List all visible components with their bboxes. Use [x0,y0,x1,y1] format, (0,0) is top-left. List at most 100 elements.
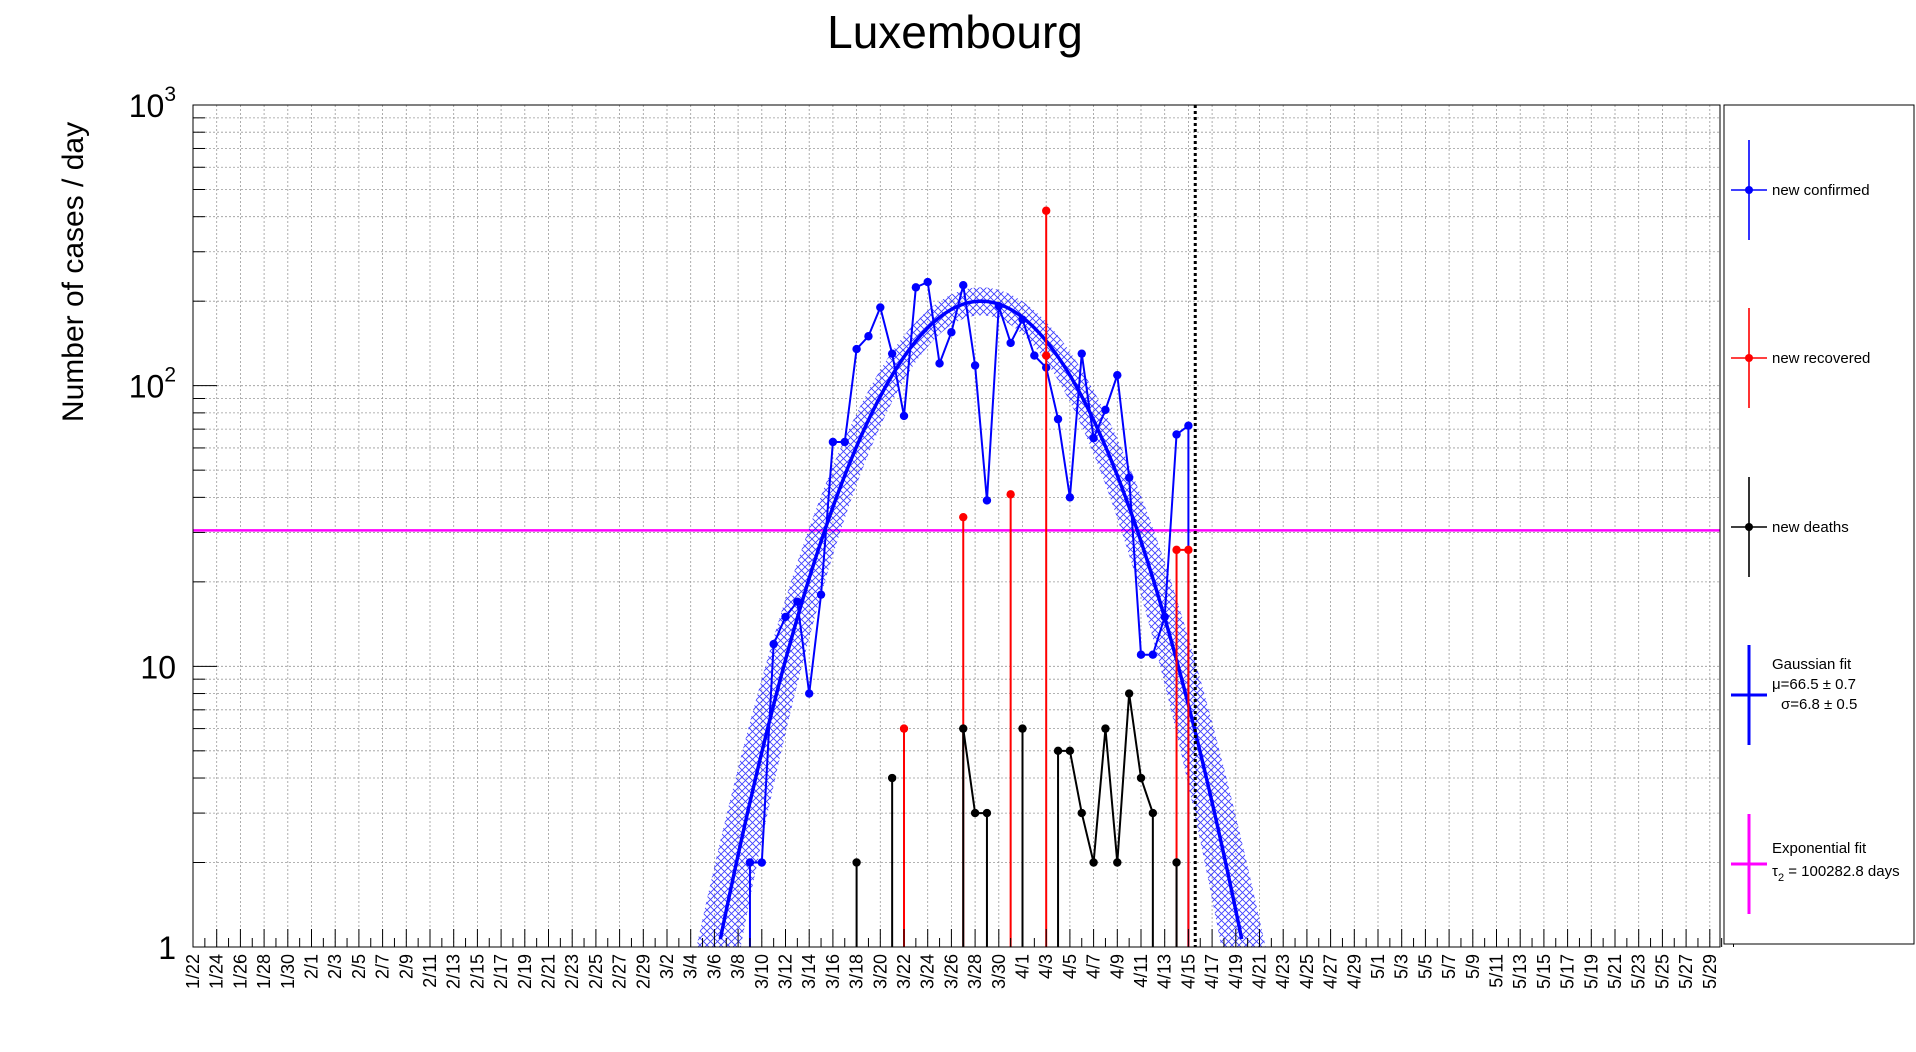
x-tick-label: 5/29 [1700,954,1720,989]
x-tick-label: 3/10 [752,954,772,989]
data-point-new-confirmed [1018,315,1027,324]
data-point-new-confirmed [1065,493,1075,502]
x-tick-label: 2/17 [491,954,511,989]
data-point-new-confirmed [840,437,849,447]
x-tick-label: 4/29 [1344,954,1364,989]
x-tick-label: 3/18 [847,954,867,989]
data-point-new-recovered [1042,351,1051,360]
data-point-new-deaths [1148,808,1158,818]
data-point-new-confirmed [887,349,897,358]
x-tick-label: 3/24 [918,954,938,989]
data-point-new-deaths [970,808,980,818]
data-point-new-deaths [1077,808,1086,818]
x-tick-label: 5/23 [1629,954,1649,989]
x-tick-label: 4/15 [1178,954,1198,989]
y-tick-label: 10 [140,649,176,685]
series-line-new-confirmed [748,280,1190,947]
data-point-new-confirmed [1160,612,1169,622]
x-tick-label: 4/23 [1273,954,1293,989]
x-tick-label: 4/25 [1297,954,1317,989]
x-tick-label: 2/1 [302,954,322,979]
x-tick-label: 1/28 [254,954,274,989]
x-tick-label: 4/21 [1250,954,1270,989]
x-tick-label: 5/3 [1392,954,1412,979]
x-tick-label: 3/26 [941,954,961,989]
data-point-new-confirmed [852,344,861,354]
x-tick-label: 4/3 [1036,954,1056,979]
legend-label: new confirmed [1772,182,1870,199]
x-tick-label: 3/2 [657,954,677,979]
data-point-new-recovered [1042,206,1051,215]
data-point-new-deaths [1136,773,1146,783]
x-tick-label: 3/6 [704,954,724,979]
x-tick-label: 5/1 [1368,954,1388,979]
data-point-new-recovered [899,724,909,733]
legend-label: τ2 = 100282.8 days [1772,863,1900,884]
x-tick-label: 5/19 [1581,954,1601,989]
x-tick-label: 2/15 [467,954,487,989]
legend-label: Gaussian fit [1772,656,1852,673]
legend-label-value: = 100282.8 days [1784,863,1900,880]
data-point-new-confirmed [781,612,790,622]
x-tick-label: 5/27 [1676,954,1696,989]
x-tick-label: 2/21 [539,954,559,989]
legend-label: new deaths [1772,519,1849,536]
data-point-new-deaths [1124,689,1134,698]
gaussian-fit-line [718,299,1244,940]
data-point-new-confirmed [970,361,980,370]
data-point-new-confirmed [1006,338,1015,348]
legend-marker-dot [1745,523,1753,531]
chart-title: Luxembourg [827,6,1083,58]
y-tick-label: 1 [158,930,176,966]
legend-label: μ=66.5 ± 0.7 [1772,676,1856,693]
x-tick-label: 4/5 [1060,954,1080,979]
data-point-new-confirmed [1124,473,1134,482]
data-point-new-confirmed [935,359,944,368]
legend-marker-dot [1745,354,1753,362]
data-point-new-confirmed [911,283,921,292]
data-point-new-deaths [1053,746,1063,756]
data-point-new-confirmed [864,332,873,341]
data-point-new-deaths [1018,724,1027,733]
data-point-new-confirmed [757,858,766,867]
legend-item-gaussian-fit: Gaussian fit μ=66.5 ± 0.7 σ=6.8 ± 0.5 [1731,645,1857,745]
x-tick-label: 5/5 [1415,954,1435,979]
data-point-new-deaths [1089,858,1098,867]
data-point-new-confirmed [793,597,802,606]
x-tick-label: 1/30 [278,954,298,989]
x-tick-label: 5/25 [1652,954,1672,989]
x-tick-label: 3/4 [681,954,701,979]
x-tick-label: 3/30 [989,954,1009,989]
x-tick-label: 1/26 [230,954,250,989]
x-tick-label: 5/21 [1605,954,1625,989]
data-point-new-confirmed [1030,351,1039,360]
data-point-new-confirmed [1101,405,1110,415]
x-tick-label: 3/22 [894,954,914,989]
x-tick-label: 3/20 [870,954,890,989]
x-tick-label: 5/9 [1463,954,1483,979]
legend-label: Exponential fit [1772,840,1867,857]
x-tick-label: 4/19 [1226,954,1246,989]
x-tick-label: 2/23 [562,954,582,989]
y-tick-exponent: 2 [164,364,176,387]
x-tick-label: 2/27 [610,954,630,989]
legend-label-sub: 2 [1778,872,1784,884]
data-point-new-confirmed [1113,370,1122,380]
data-point-new-confirmed [1148,650,1158,659]
y-tick-base: 10 [129,88,165,124]
data-point-new-recovered [1172,545,1181,555]
data-point-new-confirmed [959,281,968,290]
y-axis-label: Number of cases / day [57,122,90,422]
data-point-new-deaths [887,773,897,783]
x-tick-label: 2/3 [325,954,345,979]
plot-frame [192,104,1721,948]
legend-marker-dot [1745,186,1753,194]
x-tick-label: 2/19 [515,954,535,989]
x-tick-label: 2/25 [586,954,606,989]
x-tick-label: 4/17 [1202,954,1222,989]
fit-layer [193,287,1720,947]
data-point-new-confirmed [994,301,1003,311]
x-tick-label: 2/5 [349,954,369,979]
y-tick-base: 10 [129,369,165,405]
